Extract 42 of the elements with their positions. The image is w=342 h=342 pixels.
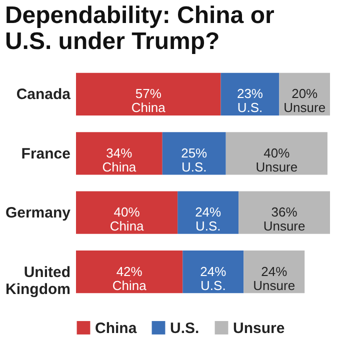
y-tick-label: Germany bbox=[5, 204, 72, 222]
y-tick-label: France bbox=[21, 145, 70, 162]
legend-label: China bbox=[95, 320, 138, 337]
bar bbox=[76, 132, 162, 175]
bar bbox=[220, 72, 280, 116]
text: China bbox=[112, 278, 146, 293]
bar bbox=[226, 132, 328, 175]
legend-label: U.S. bbox=[170, 320, 200, 337]
text: Unsure bbox=[263, 218, 306, 234]
bar bbox=[238, 191, 330, 234]
data-label: 36% bbox=[271, 204, 298, 220]
chart-title: Dependability: China or U.S. under Trump? bbox=[4, 2, 274, 55]
text: U.S. bbox=[200, 278, 226, 293]
data-label: 40% bbox=[114, 204, 140, 220]
data-label: 42% bbox=[116, 264, 143, 279]
text: U.S. bbox=[181, 159, 207, 174]
bar bbox=[76, 191, 178, 234]
text: China bbox=[131, 100, 166, 116]
y-tick-label: United Kingdom bbox=[6, 264, 70, 298]
bar bbox=[178, 191, 239, 234]
data-label: 24% bbox=[261, 264, 288, 279]
data-label: 24% bbox=[200, 264, 227, 279]
data-label: 23% bbox=[236, 86, 264, 102]
text: Unsure bbox=[284, 100, 326, 116]
y-tick-label: Canada bbox=[16, 86, 72, 104]
text: China bbox=[102, 159, 136, 174]
data-label: 34% bbox=[106, 145, 133, 160]
text: U.S. bbox=[195, 218, 221, 234]
data-label: 24% bbox=[195, 204, 222, 220]
text: Unsure bbox=[256, 159, 298, 174]
legend-label: Unsure bbox=[233, 320, 285, 337]
text: U.S. bbox=[237, 100, 263, 116]
bar bbox=[162, 132, 226, 175]
text: Unsure bbox=[253, 278, 296, 293]
text: China bbox=[110, 218, 144, 234]
bar bbox=[182, 250, 244, 294]
bar bbox=[76, 72, 221, 116]
data-label: 25% bbox=[181, 145, 208, 160]
data-label: 20% bbox=[292, 86, 318, 102]
bar bbox=[76, 250, 183, 294]
data-label: 57% bbox=[135, 86, 162, 102]
data-label: 40% bbox=[264, 145, 290, 160]
